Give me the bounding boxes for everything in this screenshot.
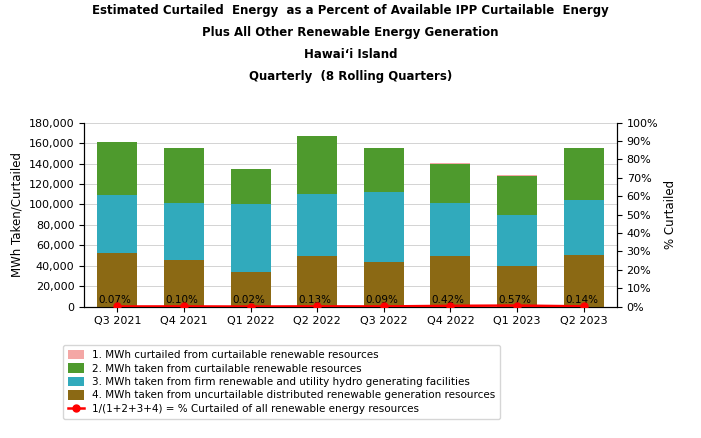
Bar: [164, 148, 204, 203]
Bar: [297, 136, 337, 194]
Bar: [297, 255, 337, 307]
Bar: [164, 203, 204, 260]
Bar: [364, 148, 404, 192]
Text: Estimated Curtailed  Energy  as a Percent of Available IPP Curtailable  Energy: Estimated Curtailed Energy as a Percent …: [92, 4, 609, 18]
Bar: [164, 260, 204, 307]
Text: 0.14%: 0.14%: [565, 295, 598, 305]
Bar: [564, 255, 604, 307]
Y-axis label: % Curtailed: % Curtailed: [664, 180, 676, 249]
Bar: [430, 164, 470, 203]
Bar: [231, 272, 271, 307]
Text: 0.02%: 0.02%: [232, 295, 265, 305]
Bar: [364, 192, 404, 262]
Bar: [497, 266, 537, 307]
Text: Plus All Other Renewable Energy Generation: Plus All Other Renewable Energy Generati…: [203, 26, 498, 39]
Text: 0.10%: 0.10%: [165, 295, 198, 305]
Y-axis label: MWh Taken/Curtailed: MWh Taken/Curtailed: [11, 152, 23, 277]
Text: 0.07%: 0.07%: [99, 295, 132, 305]
Text: 0.42%: 0.42%: [432, 295, 465, 305]
Text: 0.57%: 0.57%: [498, 295, 531, 305]
Legend: 1. MWh curtailed from curtailable renewable resources, 2. MWh taken from curtail: 1. MWh curtailed from curtailable renewa…: [62, 345, 501, 419]
Bar: [430, 256, 470, 307]
Bar: [97, 194, 137, 254]
Bar: [97, 142, 137, 194]
Bar: [297, 194, 337, 255]
Text: 0.09%: 0.09%: [365, 295, 398, 305]
Bar: [231, 204, 271, 272]
Bar: [231, 169, 271, 204]
Text: Hawaiʻi Island: Hawaiʻi Island: [304, 48, 397, 61]
Bar: [497, 215, 537, 266]
Text: 0.13%: 0.13%: [299, 295, 332, 305]
Bar: [430, 203, 470, 256]
Bar: [564, 148, 604, 200]
Bar: [497, 176, 537, 215]
Bar: [497, 175, 537, 176]
Bar: [564, 200, 604, 255]
Bar: [430, 163, 470, 164]
Bar: [97, 254, 137, 307]
Bar: [364, 262, 404, 307]
Text: Quarterly  (8 Rolling Quarters): Quarterly (8 Rolling Quarters): [249, 70, 452, 83]
